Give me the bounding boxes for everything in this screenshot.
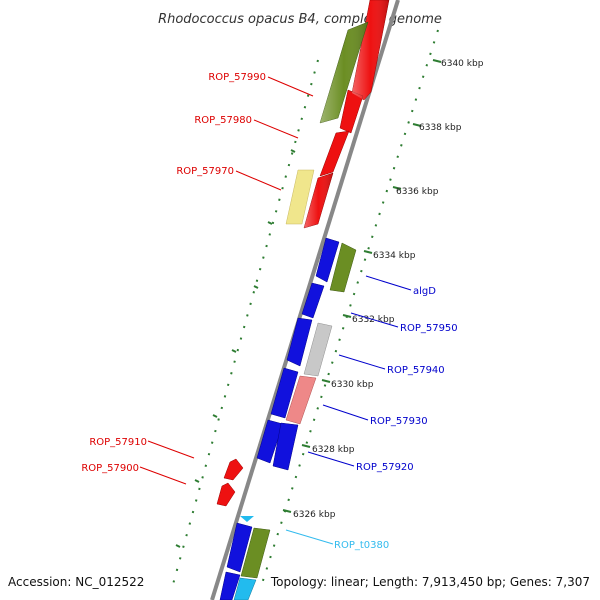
tick-label-6326: 6326 kbp [293,510,336,520]
tick-label-6340: 6340 kbp [441,59,484,69]
gene-rop57930-arrow[interactable] [285,375,317,425]
map-title: Rhodococcus opacus B4, complete genome [158,12,442,27]
gene-blue-4-arrow[interactable] [270,367,299,419]
gene-label-algD[interactable]: algD [413,286,436,297]
gene-rop57910-arrow[interactable] [223,458,244,481]
gene-label-rop57930[interactable]: ROP_57930 [370,416,428,427]
gene-blue-3-arrow[interactable] [286,317,313,367]
gene-label-rop-t0380[interactable]: ROP_t0380 [334,540,389,551]
gene-algD-arrow[interactable] [329,242,357,293]
gene-label-rop57990[interactable]: ROP_57990 [208,72,266,83]
gene-blue-2-arrow[interactable] [301,282,325,319]
gene-label-rop57970[interactable]: ROP_57970 [176,166,234,177]
gene-rop57900-arrow[interactable] [216,482,236,507]
gene-label-rop57920[interactable]: ROP_57920 [356,462,414,473]
gene-rop-t0380-marker[interactable] [240,516,254,522]
gene-rop57950-arrow[interactable] [303,322,333,377]
tick-label-6330: 6330 kbp [331,380,374,390]
gene-cyan-bottom-arrow[interactable] [233,577,257,600]
gene-rop-t0380-arrow[interactable] [240,527,271,579]
right-dotted-guide [259,29,439,591]
gene-arrows-red-strand [303,0,390,229]
gene-blue-5-arrow[interactable] [256,419,284,464]
gene-blue-8-arrow[interactable] [219,571,241,600]
label-leader-lines [139,76,412,545]
gene-rop57970-yellow-block[interactable] [285,169,315,225]
gene-rop57980b-arrow[interactable] [319,130,350,177]
gene-label-rop57950[interactable]: ROP_57950 [400,323,458,334]
gene-label-rop57900[interactable]: ROP_57900 [81,463,139,474]
gene-blue-1-arrow[interactable] [315,237,340,283]
gene-blue-6-arrow[interactable] [272,422,299,471]
gene-arrows-blue-strand [219,237,340,600]
tick-marks [282,59,442,513]
accession-text: Accession: NC_012522 [8,575,144,589]
gene-label-rop57940[interactable]: ROP_57940 [387,365,445,376]
tick-label-6338: 6338 kbp [419,123,462,133]
tick-label-6336: 6336 kbp [396,187,439,197]
tick-label-6334: 6334 kbp [373,251,416,261]
gene-label-rop57980[interactable]: ROP_57980 [194,115,252,126]
left-tick-marks [175,149,296,548]
genome-summary-text: Topology: linear; Length: 7,913,450 bp; … [270,575,590,589]
gene-blue-7-arrow[interactable] [226,522,253,573]
left-dotted-guide [171,59,319,589]
tick-label-6328: 6328 kbp [312,445,355,455]
gene-label-rop57910[interactable]: ROP_57910 [89,437,147,448]
genome-backbone [210,0,400,600]
